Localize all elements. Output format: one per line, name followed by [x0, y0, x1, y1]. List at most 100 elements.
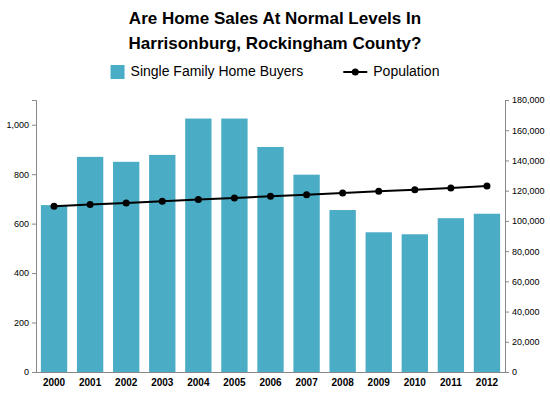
- chart: Are Home Sales At Normal Levels In Harris…: [0, 0, 550, 400]
- tick: 0: [505, 367, 517, 377]
- tick: 2001: [79, 372, 102, 388]
- tick-label: 400: [14, 268, 29, 278]
- tick-label: 20,000: [512, 337, 540, 347]
- x-axis: 2000 2001 2002 2003 2004 2005 2006 2007 2008 2009…: [37, 372, 506, 388]
- tick-label: 600: [14, 219, 29, 229]
- tick: 160,000: [505, 126, 545, 136]
- tick: 2011: [440, 372, 462, 388]
- tick-label: 2007: [295, 377, 318, 388]
- tick-label: 1,000: [6, 120, 29, 130]
- marker: [483, 182, 490, 189]
- tick: 2000: [43, 372, 66, 388]
- tick: 20,000: [505, 337, 540, 347]
- legend-marker: [352, 69, 359, 76]
- tick: 1,000: [6, 120, 36, 130]
- tick: 2002: [115, 372, 138, 388]
- tick: 2009: [368, 372, 391, 388]
- tick-label: 2000: [43, 377, 66, 388]
- marker: [375, 188, 382, 195]
- marker: [339, 189, 346, 196]
- tick-label: 2011: [440, 377, 462, 388]
- bar: [257, 147, 283, 372]
- marker: [231, 195, 238, 202]
- axis-line: [506, 101, 510, 373]
- tick-label: 2004: [187, 377, 210, 388]
- tick-label: 160,000: [512, 126, 545, 136]
- legend-label: Population: [373, 63, 439, 79]
- tick-label: 2010: [404, 377, 427, 388]
- bar: [221, 119, 247, 372]
- bar: [438, 218, 464, 372]
- line: [54, 186, 487, 206]
- axis-line: [37, 372, 506, 373]
- marker: [411, 186, 418, 193]
- tick: 2005: [223, 372, 246, 388]
- tick-label: 0: [512, 367, 517, 377]
- tick: 2010: [404, 372, 427, 388]
- tick-label: 800: [14, 170, 29, 180]
- tick: 200: [14, 318, 36, 328]
- tick-label: 2006: [259, 377, 282, 388]
- marker: [51, 203, 58, 210]
- tick-mark: [505, 281, 509, 282]
- tick-label: 100,000: [512, 216, 545, 226]
- legend-item: Single Family Home Buyers: [111, 63, 304, 79]
- legend-label: Single Family Home Buyers: [131, 63, 304, 79]
- bar: [185, 119, 211, 372]
- tick: 140,000: [505, 156, 545, 166]
- tick-mark: [32, 125, 36, 126]
- tick: 800: [14, 170, 36, 180]
- axis-line: [32, 101, 37, 373]
- tick: 60,000: [505, 277, 540, 287]
- legend-item: Population: [343, 63, 439, 79]
- tick-mark: [505, 100, 509, 101]
- tick-label: 200: [14, 318, 29, 328]
- marks: [41, 119, 500, 372]
- tick: 600: [14, 219, 36, 229]
- tick: 2012: [476, 372, 499, 388]
- legend: Single Family Home Buyers Population: [111, 63, 440, 79]
- tick-label: 180,000: [512, 95, 545, 105]
- tick-label: 2002: [115, 377, 138, 388]
- tick: 400: [14, 268, 36, 278]
- tick-label: 40,000: [512, 307, 540, 317]
- tick-label: 2001: [79, 377, 102, 388]
- tick-label: 2005: [223, 377, 246, 388]
- legend-swatch: [111, 65, 125, 79]
- tick-label: 2008: [332, 377, 355, 388]
- marker: [267, 193, 274, 200]
- marker: [303, 191, 310, 198]
- tick-mark: [505, 342, 509, 343]
- tick: 2003: [151, 372, 174, 388]
- bar: [113, 162, 139, 372]
- tick: 120,000: [505, 186, 545, 196]
- bar: [77, 157, 103, 372]
- bar: [366, 232, 392, 372]
- tick-label: 2012: [476, 377, 499, 388]
- title: Are Home Sales At Normal Levels In: [129, 9, 421, 28]
- tick-mark: [505, 191, 509, 192]
- tick-label: 0: [24, 367, 29, 377]
- bar: [402, 234, 428, 372]
- plot: 0 200 400 600 800 1,000 0 20,000 40,000 60,000 80,…: [6, 95, 544, 388]
- bar: [149, 155, 175, 372]
- bar: [293, 175, 319, 372]
- tick: 40,000: [505, 307, 540, 317]
- tick-label: 2009: [368, 377, 391, 388]
- tick-mark: [505, 160, 509, 161]
- tick: 80,000: [505, 246, 540, 256]
- tick-mark: [505, 312, 509, 313]
- tick: 2008: [332, 372, 355, 388]
- title: Harrisonburg, Rockingham County?: [129, 34, 422, 53]
- tick: 180,000: [505, 95, 545, 105]
- tick-mark: [505, 251, 509, 252]
- tick-label: 80,000: [512, 246, 540, 256]
- marker: [123, 199, 130, 206]
- marker: [195, 196, 202, 203]
- tick-mark: [32, 323, 36, 324]
- tick: 100,000: [505, 216, 545, 226]
- tick-mark: [32, 224, 36, 225]
- marker: [447, 185, 454, 192]
- marker: [159, 198, 166, 205]
- tick-label: 140,000: [512, 156, 545, 166]
